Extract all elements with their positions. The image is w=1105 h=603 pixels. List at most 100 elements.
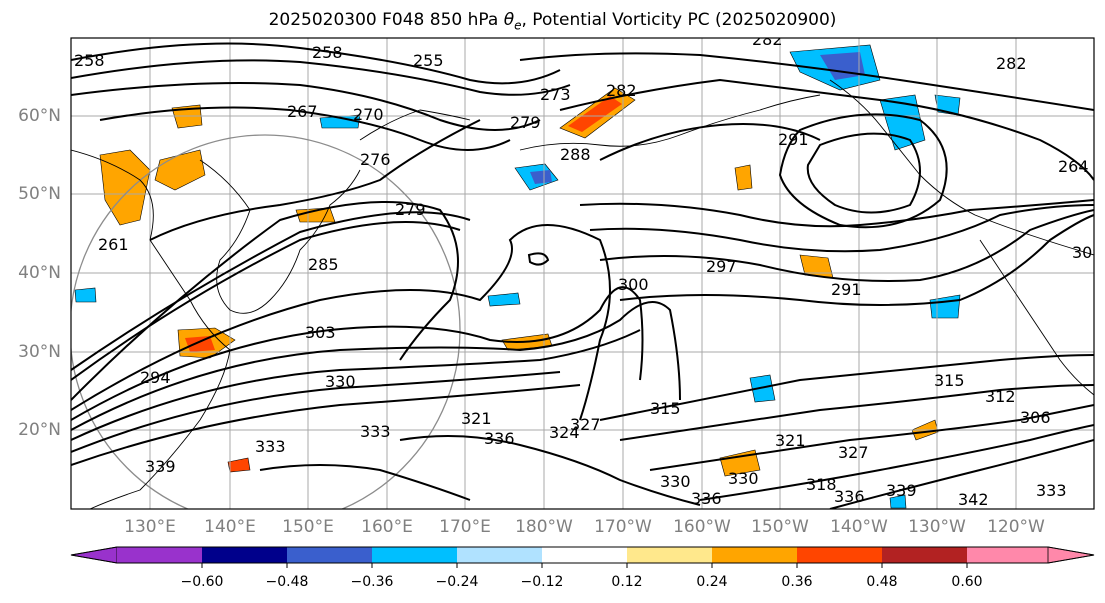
shade-patch (185, 336, 215, 352)
contour-line (71, 286, 644, 421)
colorbar-extend-low (70, 546, 118, 564)
contour-line (71, 59, 571, 96)
contour-line (589, 204, 1094, 253)
contour-line (71, 42, 561, 85)
lon-label: 170°W (594, 517, 652, 537)
contour-label: 282 (996, 54, 1027, 73)
colorbar-segment (457, 547, 542, 563)
coastline (71, 149, 231, 509)
colorbar-segment (117, 547, 202, 563)
contour-line (527, 252, 550, 266)
contour-label: 306 (1020, 408, 1051, 427)
contour-label: 318 (806, 475, 837, 494)
contour-label: 288 (560, 145, 591, 164)
lat-label: 20°N (18, 420, 61, 440)
contour-line (599, 123, 821, 161)
contour-line (71, 221, 461, 381)
contour-line (579, 199, 1094, 228)
map-title: 2025020300 F048 850 hPa θe, Potential Vo… (0, 10, 1105, 32)
shade-patch (719, 449, 761, 477)
contour-label: 336 (691, 489, 722, 508)
contour-line (259, 464, 471, 501)
contour-label: 258 (312, 43, 343, 62)
contour-label: 279 (395, 200, 426, 219)
colorbar-tick-label: 0.60 (951, 574, 983, 590)
lon-label: 170°E (439, 517, 491, 537)
lat-label: 30°N (18, 342, 61, 362)
contour-label: 291 (831, 280, 862, 299)
contour-label: 330 (728, 469, 759, 488)
range-circle (71, 134, 461, 509)
shade-patch (879, 94, 926, 151)
colorbar-tick-label: −0.24 (435, 574, 479, 590)
contour-line (619, 384, 1094, 441)
lat-label: 60°N (18, 106, 61, 126)
contour-label: 333 (1036, 481, 1067, 500)
contour-label: 279 (510, 113, 541, 132)
contour-label: 258 (74, 51, 105, 70)
contour-line (649, 404, 1094, 471)
contour-label: 300 (618, 275, 649, 294)
map-frame (70, 37, 1095, 510)
theta-e-contours (71, 42, 1094, 509)
lon-label: 130°W (908, 517, 966, 537)
title-rest: , Potential Vorticity PC (2025020900) (521, 10, 837, 30)
lon-label: 140°E (204, 517, 256, 537)
contour-line (699, 424, 1094, 501)
colorbar-segment (712, 547, 797, 563)
contour-label: 267 (287, 102, 318, 121)
contour-line (806, 132, 921, 214)
contour-label: 309 (1072, 243, 1103, 262)
contour-line (99, 106, 511, 151)
contour-label: 321 (775, 431, 806, 450)
contour-label: 324 (549, 423, 580, 442)
contour-label: 342 (958, 490, 989, 509)
contour-label: 330 (660, 472, 691, 491)
lon-label: 120°W (987, 517, 1045, 537)
contour-label: 333 (255, 437, 286, 456)
colorbar-segment (372, 547, 457, 563)
colorbar-outline (70, 546, 1095, 564)
colorbar-segment (797, 547, 882, 563)
contour-line (829, 439, 1094, 509)
contour-line (71, 329, 641, 441)
contour-line (71, 371, 561, 453)
contour-line (559, 78, 1094, 181)
contour-line (71, 81, 541, 131)
contour-label: 327 (570, 415, 601, 434)
lon-label: 150°W (751, 517, 809, 537)
title-main: 2025020300 F048 850 hPa (268, 10, 504, 30)
contour-line (71, 224, 611, 421)
colorbar-ticks (201, 563, 968, 568)
colorbar-segment (542, 547, 627, 563)
contour-label: 330 (325, 372, 356, 391)
coastline (829, 79, 1094, 256)
colorbar-tick-label: 0.24 (696, 574, 728, 590)
contour-label: 255 (413, 51, 444, 70)
contour-label: 336 (484, 429, 515, 448)
contour-line (599, 209, 1094, 282)
lon-label: 180°W (515, 517, 573, 537)
contour-label: 270 (353, 105, 384, 124)
contour-label: 291 (778, 130, 809, 149)
contour-line (599, 354, 1094, 421)
coastline (979, 239, 1094, 396)
lon-label: 160°W (673, 517, 731, 537)
title-theta: θ (503, 10, 515, 30)
coastline (519, 94, 821, 151)
shade-patch (227, 457, 251, 473)
colorbar-tick-label: −0.12 (520, 574, 564, 590)
lon-label: 160°E (361, 517, 413, 537)
colorbar-segment (287, 547, 372, 563)
map-plot-area: 258 255 258 267 270 273 282 282 282 276 … (71, 38, 1103, 509)
contour-label: 297 (706, 257, 737, 276)
contour-label: 285 (308, 255, 339, 274)
contour-label: 315 (650, 399, 681, 418)
gridlines (71, 38, 1094, 509)
shade-patch (487, 292, 521, 307)
contour-label: 264 (1058, 157, 1089, 176)
colorbar-tick-label: 0.36 (781, 574, 813, 590)
colorbar-tick-label: 0.12 (611, 574, 643, 590)
contour-label: 276 (360, 150, 391, 169)
